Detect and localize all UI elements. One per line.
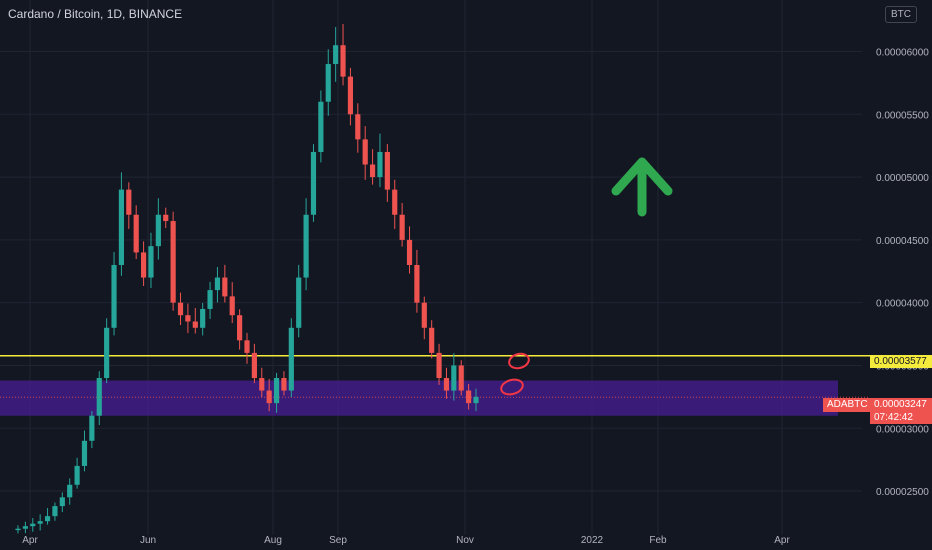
candle-body bbox=[347, 76, 354, 115]
candle-body bbox=[163, 214, 169, 222]
x-tick-label: Feb bbox=[649, 535, 667, 546]
candle-body bbox=[281, 378, 287, 391]
candle-body bbox=[414, 264, 420, 303]
y-tick-label: 0.00004000 bbox=[876, 299, 929, 310]
candle-body bbox=[310, 151, 317, 215]
candle-body bbox=[126, 189, 132, 215]
candle-body bbox=[399, 214, 405, 240]
candle-body bbox=[37, 521, 43, 524]
candle-body bbox=[473, 396, 479, 404]
support-zone bbox=[0, 380, 838, 416]
candle-body bbox=[303, 214, 309, 278]
candle-body bbox=[429, 327, 435, 353]
candle-body bbox=[384, 151, 390, 190]
y-tick-label: 0.00003000 bbox=[876, 424, 929, 435]
x-tick-label: Aug bbox=[264, 535, 282, 546]
candle-body bbox=[377, 151, 383, 178]
candle-body bbox=[133, 214, 139, 253]
candle-body bbox=[44, 516, 51, 522]
x-tick-label: Jun bbox=[140, 535, 156, 546]
candle-body bbox=[89, 415, 95, 441]
candle-body bbox=[296, 277, 302, 328]
candle-body bbox=[325, 64, 331, 102]
time-axis[interactable]: Apr Jun Aug Sep Nov 2022 Feb Apr bbox=[22, 535, 790, 546]
candle-body bbox=[333, 45, 339, 65]
candle-body bbox=[458, 365, 464, 391]
candle-body bbox=[259, 378, 265, 391]
candle-body bbox=[318, 101, 324, 152]
candle-series bbox=[15, 23, 479, 534]
x-tick-label: Apr bbox=[774, 535, 790, 546]
candle-body bbox=[200, 308, 206, 328]
last-price-value: 0.00003247 bbox=[874, 399, 927, 410]
candle-body bbox=[30, 523, 36, 527]
candle-body bbox=[355, 114, 361, 140]
candle-body bbox=[436, 352, 442, 379]
candle-body bbox=[273, 378, 280, 404]
candle-body bbox=[52, 506, 58, 517]
x-tick-label: Apr bbox=[22, 535, 38, 546]
candle-body bbox=[177, 302, 184, 316]
bar-countdown: 07:42:42 bbox=[874, 412, 913, 423]
candle-body bbox=[340, 45, 346, 77]
annotations bbox=[500, 157, 673, 396]
annotation-oval-lower bbox=[500, 378, 524, 396]
candle-body bbox=[207, 290, 213, 309]
candle-body bbox=[155, 214, 161, 247]
currency-badge[interactable]: BTC bbox=[885, 6, 917, 23]
candle-body bbox=[369, 164, 376, 178]
y-tick-label: 0.00006000 bbox=[876, 47, 929, 58]
candle-body bbox=[74, 465, 80, 485]
candle-body bbox=[266, 390, 272, 404]
y-tick-label: 0.00005000 bbox=[876, 173, 929, 184]
candle-body bbox=[185, 315, 191, 322]
candle-body bbox=[81, 440, 88, 466]
symbol-tag: ADABTC bbox=[823, 398, 872, 412]
y-tick-label: 0.00005500 bbox=[876, 110, 929, 121]
last-price-tag: 0.00003247 07:42:42 bbox=[870, 398, 932, 424]
candle-body bbox=[214, 277, 221, 291]
y-tick-label: 0.00004500 bbox=[876, 236, 929, 247]
x-tick-label: Nov bbox=[456, 535, 474, 546]
candle-body bbox=[104, 327, 110, 379]
candle-body bbox=[170, 221, 176, 303]
candle-body bbox=[244, 340, 250, 353]
x-tick-label: 2022 bbox=[581, 535, 604, 546]
candle-body bbox=[229, 296, 235, 316]
candle-body bbox=[251, 352, 257, 379]
candle-body bbox=[222, 277, 228, 297]
candle-body bbox=[15, 528, 21, 531]
candle-body bbox=[466, 390, 472, 404]
candle-body bbox=[118, 189, 125, 265]
candle-body bbox=[22, 526, 28, 529]
candle-body bbox=[451, 365, 457, 391]
grid-lines bbox=[0, 0, 862, 535]
candle-body bbox=[406, 239, 413, 265]
candle-body bbox=[288, 327, 294, 391]
candle-body bbox=[362, 139, 368, 165]
price-axis[interactable]: 0.000025000.000030000.000035000.00004000… bbox=[876, 47, 929, 498]
candle-body bbox=[148, 246, 154, 278]
candle-body bbox=[59, 497, 65, 507]
candle-body bbox=[111, 264, 117, 328]
candle-body bbox=[421, 302, 427, 328]
candle-body bbox=[192, 321, 198, 328]
candle-body bbox=[392, 189, 398, 215]
horizontal-line-price-tag: 0.00003577 bbox=[870, 355, 932, 368]
candle-body bbox=[140, 252, 147, 278]
chart-title: Cardano / Bitcoin, 1D, BINANCE bbox=[8, 7, 183, 21]
annotation-oval-upper bbox=[508, 352, 530, 370]
y-tick-label: 0.00002500 bbox=[876, 487, 929, 498]
candle-body bbox=[443, 378, 450, 391]
candle-body bbox=[67, 484, 73, 498]
x-tick-label: Sep bbox=[329, 535, 347, 546]
candle-body bbox=[96, 378, 102, 416]
candle-body bbox=[237, 315, 243, 341]
